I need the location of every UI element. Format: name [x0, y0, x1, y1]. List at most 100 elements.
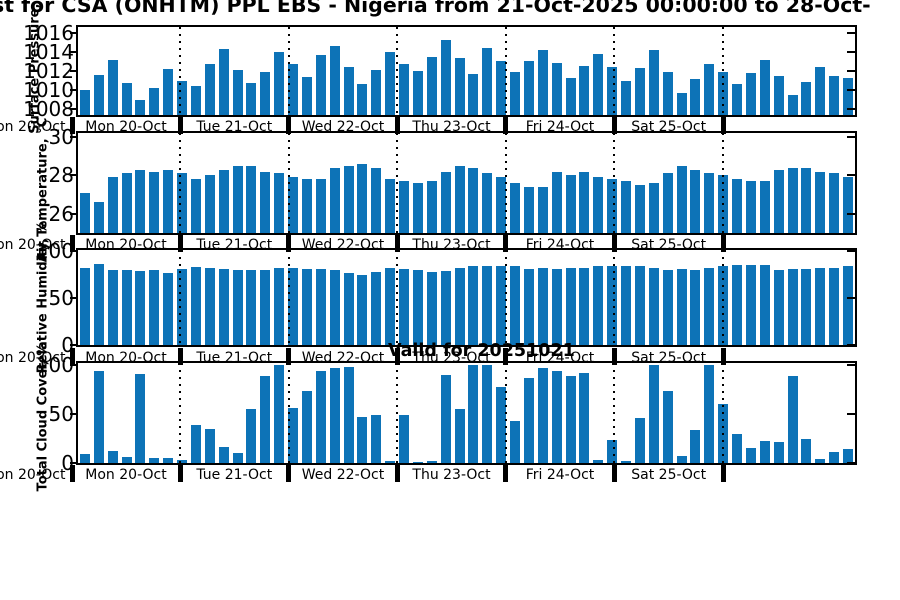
total-cloud-cover-bar	[343, 366, 354, 463]
total-cloud-cover-bar	[440, 374, 451, 463]
air-temperature-bar	[454, 165, 465, 233]
relative-humidity-bar	[357, 275, 368, 345]
relative-humidity-bar	[745, 265, 756, 345]
total-cloud-cover-bar	[246, 409, 257, 463]
air-temperature-bar	[579, 171, 590, 233]
bar-layer-total-cloud-cover	[78, 363, 855, 463]
total-cloud-cover-bar	[745, 448, 756, 463]
surface-pressure-bar	[815, 67, 826, 115]
total-cloud-cover-bar	[801, 438, 812, 463]
xtick-clipped-first-label: Mon 20-Oct	[0, 119, 66, 135]
ytick-mark-right	[847, 344, 855, 346]
day-boundary-tick	[611, 348, 617, 365]
total-cloud-cover-bar	[371, 415, 382, 463]
total-cloud-cover-bar	[648, 365, 659, 463]
ytick-mark-right	[847, 89, 855, 92]
surface-pressure-bar	[412, 71, 423, 115]
ytick-mark-left	[70, 89, 78, 92]
air-temperature-bar	[787, 167, 798, 233]
total-cloud-cover-bar	[357, 416, 368, 463]
relative-humidity-bar	[537, 267, 548, 345]
ytick-label-surface-pressure: 1012	[23, 59, 74, 83]
relative-humidity-bar	[523, 268, 534, 345]
relative-humidity-bar	[468, 266, 479, 345]
air-temperature-bar	[343, 165, 354, 233]
air-temperature-bar	[190, 179, 201, 233]
surface-pressure-bar	[79, 90, 90, 115]
total-cloud-cover-bar	[315, 370, 326, 463]
xtick-day-label: Wed 22-Oct	[301, 350, 385, 366]
air-temperature-bar	[662, 173, 673, 233]
day-boundary-tick	[394, 465, 400, 482]
xtick-day-label: Tue 21-Oct	[196, 350, 273, 366]
ytick-mark-right	[847, 364, 855, 366]
relative-humidity-bar	[690, 269, 701, 345]
air-temperature-bar	[315, 179, 326, 233]
air-temperature-bar	[357, 163, 368, 233]
xtick-day-label: Tue 21-Oct	[196, 119, 273, 135]
air-temperature-bar	[565, 175, 576, 233]
day-boundary-tick	[286, 348, 292, 365]
air-temperature-bar	[163, 169, 174, 233]
day-boundary-tick	[286, 235, 292, 252]
ytick-label-air-temperature: 28	[48, 163, 74, 188]
total-cloud-cover-bar	[815, 459, 826, 463]
air-temperature-bar	[648, 183, 659, 233]
total-cloud-cover-bar	[496, 386, 507, 463]
air-temperature-bar	[385, 179, 396, 233]
total-cloud-cover-bar	[607, 439, 618, 463]
total-cloud-cover-bar	[426, 461, 437, 463]
day-boundary-tick	[69, 465, 75, 482]
day-boundary-gridline	[613, 27, 616, 115]
total-cloud-cover-bar	[232, 453, 243, 463]
xtick-day-label: Fri 24-Oct	[525, 119, 595, 135]
relative-humidity-bar	[579, 267, 590, 345]
xtick-day-label: Thu 23-Oct	[412, 119, 491, 135]
surface-pressure-bar	[121, 82, 132, 115]
relative-humidity-bar	[801, 268, 812, 345]
total-cloud-cover-bar	[634, 417, 645, 463]
xtick-day-label: Mon 20-Oct	[85, 119, 167, 135]
relative-humidity-bar	[593, 266, 604, 345]
ytick-label-surface-pressure: 1016	[23, 20, 74, 45]
air-temperature-bar	[690, 169, 701, 233]
total-cloud-cover-bar	[399, 415, 410, 463]
total-cloud-cover-bar	[121, 457, 132, 463]
xtick-clipped-first-label: Mon 20-Oct	[0, 467, 66, 483]
ytick-mark-right	[847, 50, 855, 53]
relative-humidity-bar	[218, 268, 229, 345]
day-boundary-gridline	[396, 363, 399, 463]
surface-pressure-bar	[315, 54, 326, 115]
relative-humidity-bar	[315, 268, 326, 345]
relative-humidity-bar	[510, 266, 521, 345]
ytick-mark-left	[70, 70, 78, 72]
surface-pressure-bar	[301, 76, 312, 115]
air-temperature-bar	[301, 179, 312, 233]
air-temperature-bar	[399, 181, 410, 233]
surface-pressure-bar	[621, 80, 632, 115]
air-temperature-bar	[801, 167, 812, 233]
xtick-clipped-first-label: Mon 20-Oct	[0, 350, 66, 366]
total-cloud-cover-bar	[843, 449, 854, 463]
total-cloud-cover-bar	[135, 373, 146, 463]
total-cloud-cover-bar	[149, 458, 160, 463]
ytick-label-surface-pressure: 1014	[23, 39, 74, 64]
surface-pressure-bar	[190, 86, 201, 115]
air-temperature-bar	[482, 173, 493, 233]
day-boundary-tick	[69, 117, 75, 134]
day-boundary-gridline	[613, 250, 616, 345]
xtick-clipped-first-label: Mon 20-Oct	[0, 237, 66, 253]
xtick-day-label: Wed 22-Oct	[301, 467, 385, 483]
relative-humidity-bar	[288, 267, 299, 345]
ytick-mark-left	[70, 297, 78, 299]
ytick-mark-right	[847, 135, 855, 138]
surface-pressure-bar	[773, 75, 784, 115]
day-boundary-tick	[286, 117, 292, 134]
day-boundary-gridline	[396, 250, 399, 345]
surface-pressure-bar	[662, 72, 673, 115]
ytick-mark-left	[70, 108, 78, 111]
day-boundary-gridline	[396, 27, 399, 115]
day-boundary-gridline	[179, 363, 181, 463]
total-cloud-cover-bar	[593, 460, 604, 463]
total-cloud-cover-bar	[579, 372, 590, 463]
